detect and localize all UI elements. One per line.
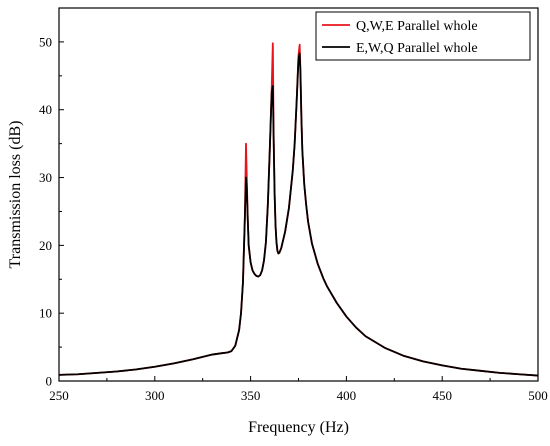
legend: Q,W,E Parallel whole E,W,Q Parallel whol… bbox=[315, 11, 531, 61]
x-tick-label: 250 bbox=[49, 388, 69, 403]
x-axis-title: Frequency (Hz) bbox=[248, 419, 349, 436]
legend-label-series-2: E,W,Q Parallel whole bbox=[356, 41, 478, 56]
x-tick-label: 300 bbox=[145, 388, 165, 403]
x-tick-label: 500 bbox=[528, 388, 548, 403]
y-tick-label: 50 bbox=[39, 34, 52, 49]
x-tick-label: 450 bbox=[432, 388, 452, 403]
legend-label-series-1: Q,W,E Parallel whole bbox=[356, 19, 478, 34]
series-line-2 bbox=[58, 52, 539, 377]
x-tick-label: 400 bbox=[337, 388, 357, 403]
y-tick-label: 30 bbox=[39, 170, 52, 185]
y-tick-label: 0 bbox=[46, 374, 53, 389]
series-layer bbox=[58, 42, 539, 377]
y-tick-label: 10 bbox=[39, 306, 52, 321]
y-tick-label: 40 bbox=[39, 102, 52, 117]
x-tick-label: 350 bbox=[241, 388, 261, 403]
y-axis-title: Transmission loss (dB) bbox=[7, 121, 24, 269]
series-line-1 bbox=[58, 42, 539, 377]
legend-box bbox=[315, 11, 531, 61]
y-tick-label: 20 bbox=[39, 238, 52, 253]
ticks-layer: 250 300 350 400 450 500 0 10 20 30 40 50 bbox=[39, 34, 548, 403]
